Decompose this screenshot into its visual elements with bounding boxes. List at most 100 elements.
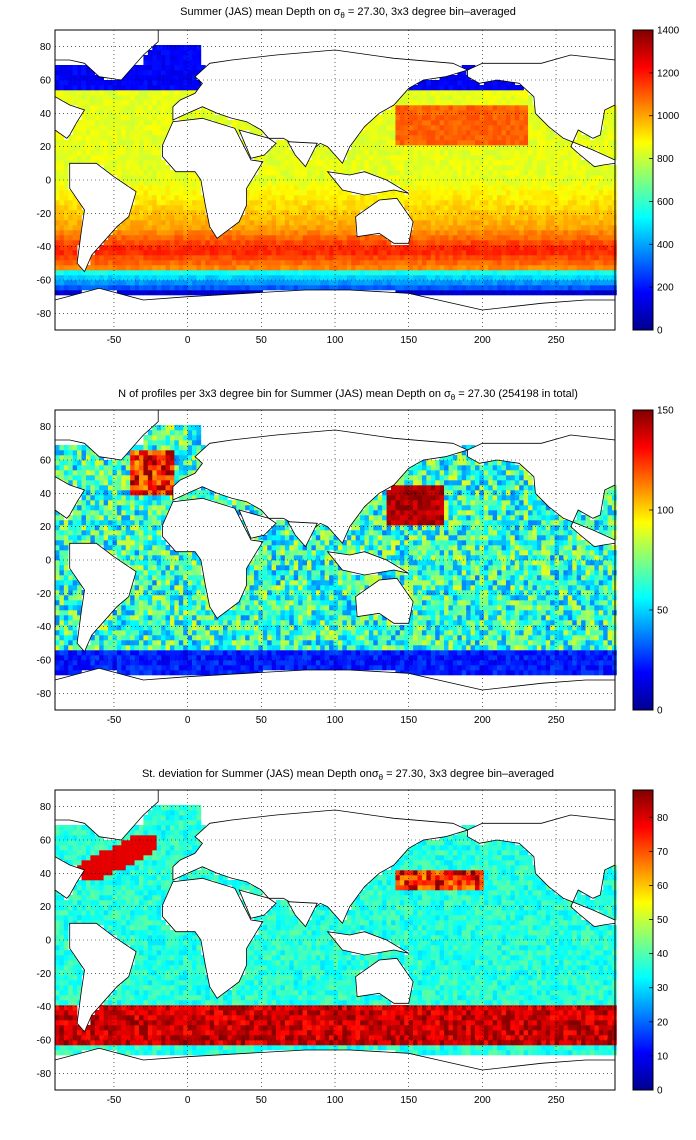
bin <box>399 660 405 666</box>
bin <box>559 140 564 146</box>
bin <box>541 265 547 271</box>
bin <box>492 150 498 156</box>
bin <box>581 665 586 671</box>
bin <box>510 140 516 146</box>
bin <box>426 215 432 221</box>
bin <box>298 650 303 656</box>
bin <box>214 650 219 656</box>
bin <box>554 210 560 216</box>
bin <box>152 205 157 211</box>
bin <box>430 225 436 231</box>
bin <box>55 240 60 246</box>
bin <box>386 175 392 181</box>
bin <box>391 280 396 286</box>
bin <box>337 200 343 206</box>
bin <box>249 660 255 666</box>
bin <box>523 245 529 251</box>
bin <box>262 165 268 171</box>
bin <box>483 660 489 666</box>
bin <box>68 660 73 666</box>
bin <box>218 260 224 266</box>
bin <box>99 260 104 266</box>
bin <box>417 670 423 676</box>
bin <box>585 230 591 236</box>
bin <box>532 285 538 291</box>
bin <box>320 665 325 671</box>
bin <box>311 235 317 241</box>
bin <box>391 260 396 266</box>
bin <box>293 165 299 171</box>
bin <box>567 215 573 221</box>
bin <box>581 275 586 281</box>
bin <box>519 215 524 221</box>
bin <box>435 260 440 266</box>
bin <box>470 95 476 101</box>
bin <box>192 230 197 236</box>
bin <box>466 150 471 156</box>
bin <box>196 200 202 206</box>
bin <box>103 245 109 251</box>
bin <box>249 235 255 241</box>
bin <box>386 275 392 281</box>
bin <box>267 265 272 271</box>
bin <box>536 650 542 656</box>
bin <box>360 250 365 256</box>
bin <box>267 155 272 161</box>
bin <box>470 90 476 96</box>
bin <box>205 665 211 671</box>
bin <box>603 670 608 676</box>
bin <box>452 235 458 241</box>
bin <box>218 645 224 651</box>
bin <box>351 655 356 661</box>
bin <box>497 125 502 131</box>
bin <box>435 165 440 171</box>
bin <box>192 290 197 296</box>
bin <box>130 105 135 111</box>
bin <box>448 140 454 146</box>
bin <box>492 120 498 126</box>
bin <box>475 230 480 236</box>
bin <box>563 250 569 256</box>
bin <box>514 660 520 666</box>
bin <box>240 665 246 671</box>
bin <box>519 120 524 126</box>
bin <box>236 230 241 236</box>
bin <box>505 220 511 226</box>
bin <box>581 165 586 171</box>
bin <box>483 130 489 136</box>
bin <box>85 270 91 276</box>
bin <box>417 130 423 136</box>
bin <box>77 105 82 111</box>
bin <box>488 125 493 131</box>
bin <box>192 225 197 231</box>
bin <box>426 660 432 666</box>
bin <box>262 210 268 216</box>
bin <box>355 275 361 281</box>
bin <box>218 285 224 291</box>
bin <box>514 130 520 136</box>
bin <box>94 160 100 166</box>
bin <box>112 105 118 111</box>
bin <box>108 90 113 96</box>
bin <box>589 240 595 246</box>
bin <box>501 660 507 666</box>
bin <box>205 235 211 241</box>
bin <box>479 105 485 111</box>
bin <box>448 220 454 226</box>
bin <box>134 210 140 216</box>
bin <box>444 215 449 221</box>
bin <box>452 660 458 666</box>
bin <box>280 165 286 171</box>
bin <box>430 250 436 256</box>
bin <box>147 650 153 656</box>
bin <box>280 150 286 156</box>
bin <box>333 660 339 666</box>
bin <box>156 75 162 81</box>
bin <box>554 270 560 276</box>
bin <box>501 195 507 201</box>
bin <box>567 655 573 661</box>
bin <box>108 245 113 251</box>
bin <box>550 205 555 211</box>
bin <box>200 205 206 211</box>
bin <box>183 240 188 246</box>
